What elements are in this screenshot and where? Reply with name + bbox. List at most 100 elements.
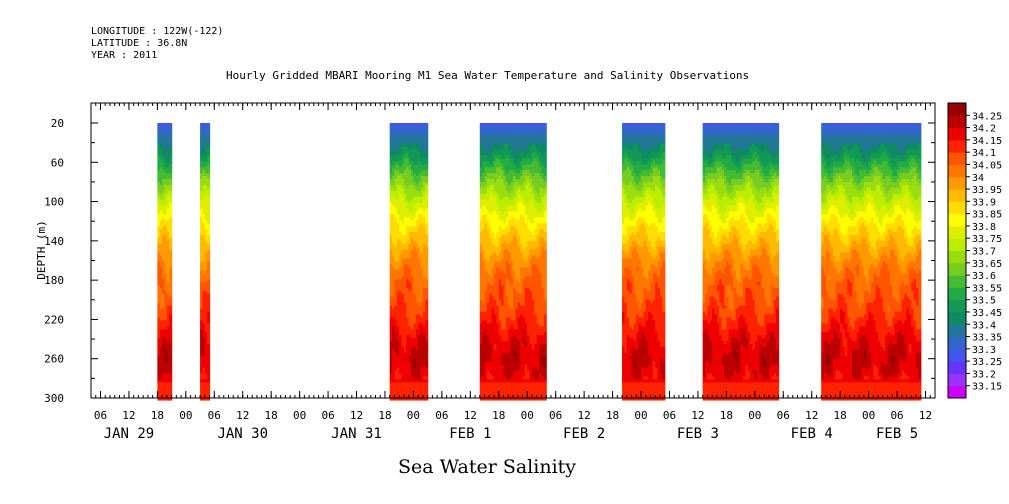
salinity-cell bbox=[202, 338, 206, 342]
salinity-cell bbox=[425, 388, 429, 392]
salinity-cell bbox=[401, 170, 405, 174]
salinity-cell bbox=[489, 252, 493, 257]
salinity-cell bbox=[200, 376, 204, 380]
salinity-cell bbox=[408, 252, 412, 257]
salinity-cell bbox=[501, 290, 505, 295]
salinity-cell bbox=[491, 376, 495, 380]
salinity-cell bbox=[202, 323, 206, 327]
salinity-cell bbox=[399, 137, 403, 142]
salinity-cell bbox=[486, 314, 490, 319]
salinity-cell bbox=[420, 376, 424, 380]
salinity-cell bbox=[164, 288, 168, 292]
salinity-cell bbox=[204, 237, 208, 242]
salinity-cell bbox=[422, 293, 426, 298]
salinity-cell bbox=[496, 355, 500, 360]
salinity-cell bbox=[501, 352, 505, 357]
salinity-cell bbox=[425, 391, 429, 395]
salinity-cell bbox=[411, 193, 415, 198]
salinity-cell bbox=[406, 338, 410, 342]
salinity-cell bbox=[494, 237, 497, 242]
salinity-cell bbox=[159, 170, 163, 174]
salinity-cell bbox=[169, 364, 173, 369]
salinity-cell bbox=[413, 123, 417, 127]
salinity-cell bbox=[486, 355, 490, 360]
salinity-cell bbox=[394, 178, 398, 183]
salinity-cell bbox=[503, 164, 507, 168]
salinity-cell bbox=[401, 149, 405, 154]
salinity-cell bbox=[389, 338, 393, 342]
salinity-cell bbox=[484, 184, 488, 189]
salinity-cell bbox=[204, 391, 208, 395]
salinity-cell bbox=[415, 240, 419, 245]
salinity-cell bbox=[164, 232, 168, 236]
salinity-cell bbox=[491, 332, 495, 336]
salinity-cell bbox=[202, 299, 206, 304]
salinity-cell bbox=[503, 332, 507, 336]
salinity-cell bbox=[202, 158, 206, 162]
salinity-cell bbox=[494, 379, 497, 383]
salinity-cell bbox=[489, 379, 493, 383]
salinity-cell bbox=[392, 382, 396, 386]
salinity-cell bbox=[418, 264, 422, 268]
salinity-cell bbox=[482, 270, 486, 274]
salinity-cell bbox=[494, 290, 497, 295]
salinity-cell bbox=[162, 293, 166, 298]
salinity-cell bbox=[403, 264, 407, 268]
salinity-cell bbox=[159, 317, 163, 322]
salinity-cell bbox=[406, 187, 410, 192]
salinity-cell bbox=[491, 161, 495, 165]
salinity-cell bbox=[496, 367, 500, 372]
salinity-cell bbox=[491, 314, 495, 319]
salinity-cell bbox=[479, 232, 483, 236]
salinity-cell bbox=[413, 217, 417, 221]
salinity-cell bbox=[503, 223, 507, 227]
salinity-cell bbox=[498, 202, 502, 207]
salinity-cell bbox=[422, 178, 426, 183]
salinity-cell bbox=[491, 391, 495, 395]
salinity-cell bbox=[479, 382, 483, 386]
salinity-cell bbox=[166, 155, 170, 159]
salinity-cell bbox=[399, 288, 403, 292]
salinity-cell bbox=[425, 137, 429, 142]
salinity-cell bbox=[394, 379, 398, 383]
salinity-cell bbox=[422, 240, 426, 245]
salinity-cell bbox=[496, 264, 500, 268]
salinity-cell bbox=[503, 376, 507, 380]
salinity-cell bbox=[207, 125, 211, 130]
salinity-cell bbox=[425, 394, 429, 398]
salinity-cell bbox=[406, 131, 410, 136]
salinity-cell bbox=[482, 388, 486, 392]
salinity-cell bbox=[406, 161, 410, 165]
salinity-cell bbox=[415, 199, 419, 204]
salinity-cell bbox=[494, 285, 497, 289]
salinity-cell bbox=[399, 226, 403, 230]
salinity-cell bbox=[159, 332, 163, 336]
salinity-cell bbox=[162, 217, 166, 221]
salinity-cell bbox=[202, 332, 206, 336]
salinity-cell bbox=[389, 317, 393, 322]
salinity-cell bbox=[204, 243, 208, 248]
salinity-cell bbox=[496, 140, 500, 145]
salinity-cell bbox=[162, 240, 166, 245]
salinity-cell bbox=[162, 196, 166, 201]
salinity-cell bbox=[166, 211, 170, 215]
salinity-cell bbox=[415, 252, 419, 257]
salinity-cell bbox=[420, 388, 424, 392]
salinity-cell bbox=[207, 161, 211, 165]
salinity-cell bbox=[200, 246, 204, 251]
salinity-cell bbox=[491, 205, 495, 210]
salinity-cell bbox=[394, 234, 398, 239]
salinity-cell bbox=[202, 240, 206, 245]
salinity-cell bbox=[418, 299, 422, 304]
salinity-cell bbox=[420, 299, 424, 304]
salinity-cell bbox=[411, 302, 415, 307]
salinity-cell bbox=[489, 326, 493, 330]
salinity-cell bbox=[169, 273, 173, 277]
salinity-cell bbox=[422, 258, 426, 263]
salinity-cell bbox=[162, 193, 166, 198]
salinity-cell bbox=[491, 276, 495, 280]
salinity-cell bbox=[415, 249, 419, 254]
salinity-cell bbox=[494, 346, 497, 351]
salinity-cell bbox=[482, 379, 486, 383]
salinity-cell bbox=[164, 349, 168, 354]
